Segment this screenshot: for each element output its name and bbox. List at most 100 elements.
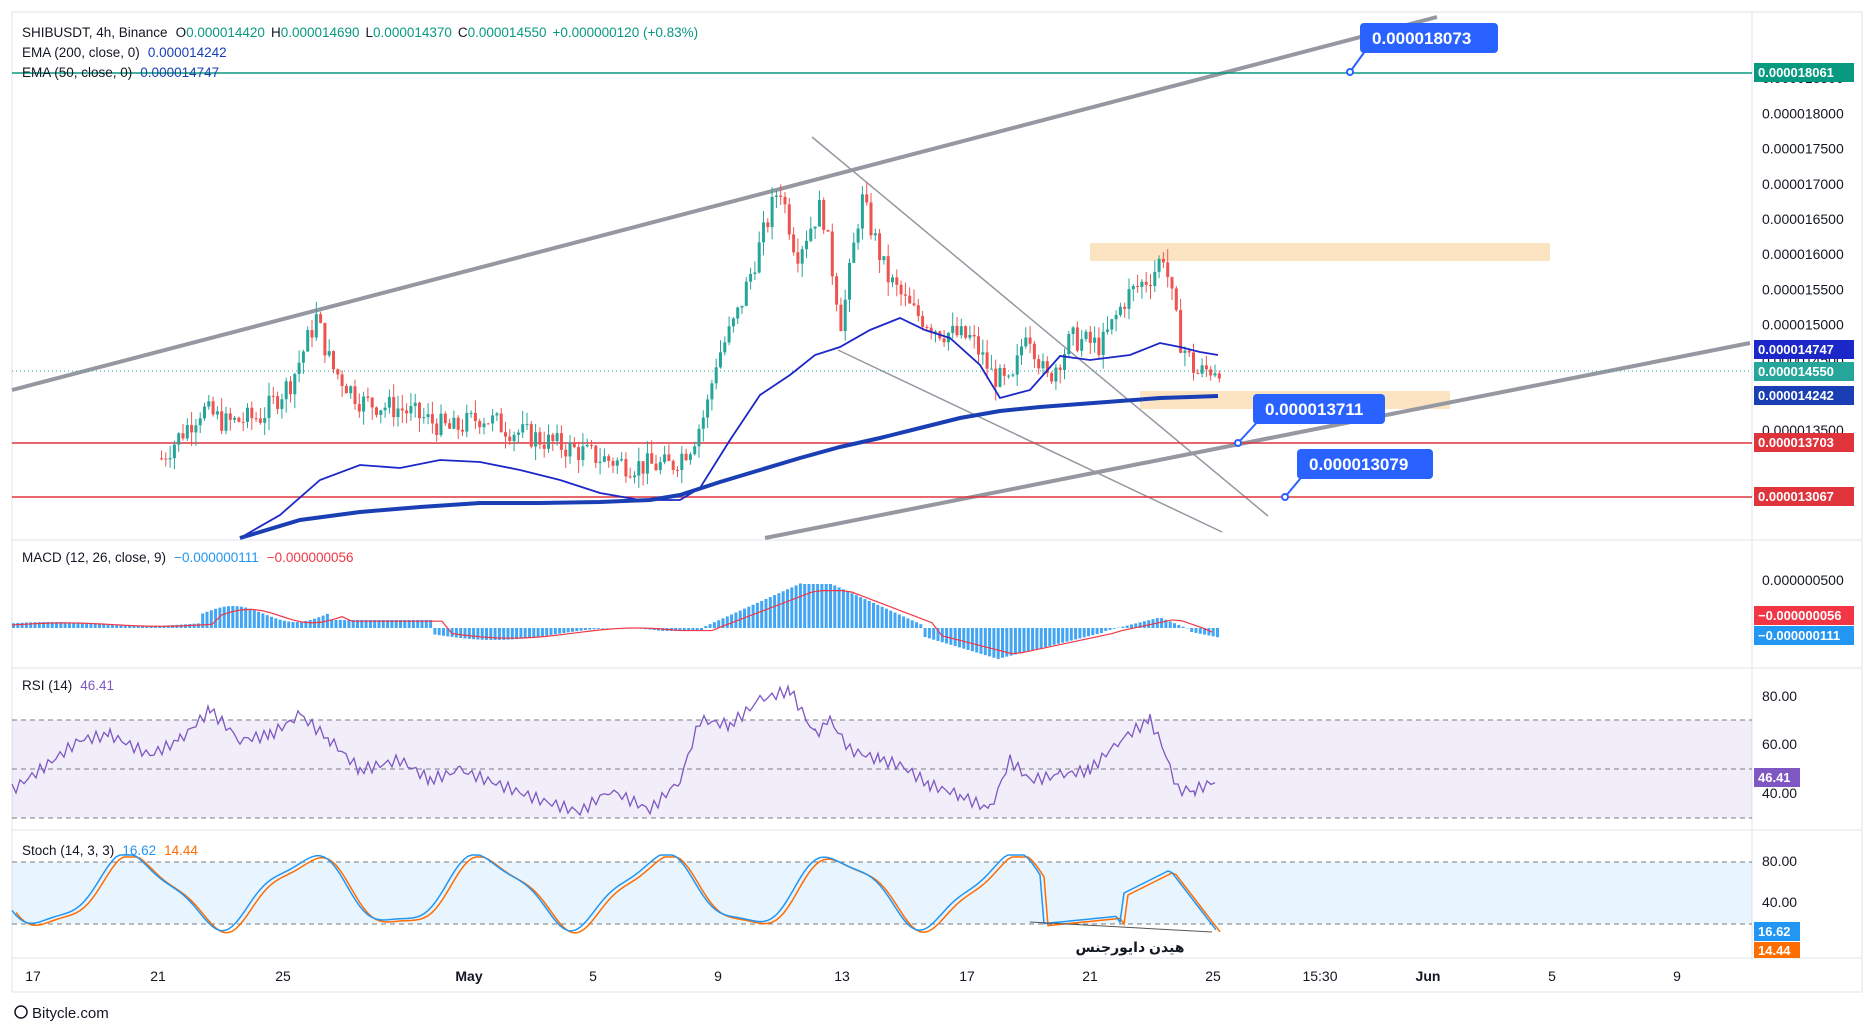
candle-body <box>370 397 374 408</box>
macd-bar <box>46 622 50 628</box>
divergence-annotation: هیدن دایورجنس <box>1075 939 1184 956</box>
stoch-k-path <box>11 854 1217 932</box>
candle-body <box>577 447 581 461</box>
candle-body <box>366 396 370 398</box>
macd-bar <box>975 628 979 653</box>
candle-body <box>534 432 538 447</box>
macd-bar <box>510 628 514 640</box>
macd-bar <box>790 587 794 628</box>
macd-signal-tag <box>1754 606 1854 625</box>
macd-bar <box>132 625 136 628</box>
candle-body <box>1045 361 1049 374</box>
stoch-title: Stoch (14, 3, 3) <box>22 843 114 858</box>
candle-body <box>1007 375 1011 377</box>
time-tick: 13 <box>834 968 850 984</box>
candle-body <box>744 281 748 306</box>
macd-bar <box>700 628 703 631</box>
candle-body <box>908 295 912 304</box>
rsi-tick-60: 60.00 <box>1762 736 1797 752</box>
candle-body <box>1075 327 1079 351</box>
candle-body <box>723 342 727 353</box>
candle-body <box>886 256 890 283</box>
macd-bar <box>257 611 261 628</box>
candle-body <box>882 256 886 261</box>
macd-bar <box>953 628 957 647</box>
candle-body <box>564 449 568 457</box>
level-tag-label: 0.000013703 <box>1758 435 1834 450</box>
macd-bar <box>730 614 734 628</box>
candle-body <box>1183 350 1187 353</box>
candle-body <box>327 351 331 356</box>
macd-bar <box>816 584 820 628</box>
candle-body <box>774 195 778 197</box>
macd-bar <box>214 608 218 628</box>
candle-body <box>658 462 662 471</box>
macd-bar <box>201 613 205 628</box>
candle-body <box>203 406 206 419</box>
price-tag-label: 0.000014550 <box>1758 364 1834 379</box>
candle-body <box>955 325 959 336</box>
candle-body <box>1067 334 1071 355</box>
macd-bar <box>1216 628 1219 638</box>
macd-bar <box>889 610 893 628</box>
macd-bar <box>497 628 501 640</box>
candle-body <box>611 460 615 466</box>
candle-body <box>809 228 813 241</box>
time-tick: May <box>455 968 482 984</box>
candle-body <box>297 362 301 375</box>
candle-body <box>1209 369 1213 376</box>
macd-bar <box>89 623 93 628</box>
macd-bar <box>153 625 157 628</box>
ema200-value: 0.000014242 <box>148 45 227 60</box>
candle-body <box>637 461 641 476</box>
macd-bar <box>360 620 364 628</box>
price-tick: 0.000018000 <box>1762 105 1844 121</box>
channel-upper <box>11 15 1438 392</box>
macd-bar <box>454 628 458 638</box>
macd-bar <box>846 591 850 628</box>
macd-bar <box>1095 628 1099 635</box>
macd-bar <box>416 620 420 628</box>
macd-bar <box>278 619 282 628</box>
candle-body <box>1157 258 1161 272</box>
macd-bar <box>1194 628 1198 633</box>
macd-bar <box>523 628 527 639</box>
candle-body <box>701 417 705 429</box>
macd-bar <box>33 622 37 628</box>
macd-bar <box>996 628 1000 660</box>
macd-bar <box>1052 628 1056 645</box>
time-tick: 5 <box>589 968 597 984</box>
candle-body <box>383 407 387 411</box>
candle-body <box>349 386 353 394</box>
candle-body <box>719 352 722 368</box>
macd-bar <box>274 618 278 628</box>
candle-body <box>430 414 434 424</box>
macd-bar <box>1087 628 1090 637</box>
candle-body <box>1020 346 1023 356</box>
price-tick: 0.000015000 <box>1762 317 1844 333</box>
candle-body <box>852 242 856 263</box>
macd-bar <box>1005 628 1009 657</box>
macd-bar <box>110 625 114 628</box>
divergence-line <box>1029 921 1213 933</box>
macd-bar <box>1044 628 1047 647</box>
macd-bar <box>945 628 949 644</box>
candle-body <box>504 432 507 437</box>
macd-bar <box>1142 621 1146 628</box>
macd-bar <box>295 621 299 628</box>
macd-bar <box>24 622 28 628</box>
macd-bar <box>368 620 372 628</box>
macd-pane: MACD (12, 26, close, 9) −0.000000111 −0.00… <box>11 550 1854 660</box>
supply-zone <box>1090 243 1550 261</box>
ema50-value: 0.000014747 <box>140 65 219 80</box>
macd-bar <box>1065 628 1069 642</box>
candle-body <box>783 196 787 205</box>
macd-bar <box>1078 628 1082 639</box>
macd-bar <box>373 620 377 628</box>
candle-body <box>1204 365 1208 370</box>
candle-body <box>258 418 262 423</box>
macd-bar <box>467 628 471 639</box>
macd-bar <box>1173 623 1176 628</box>
candle-body <box>684 453 688 461</box>
